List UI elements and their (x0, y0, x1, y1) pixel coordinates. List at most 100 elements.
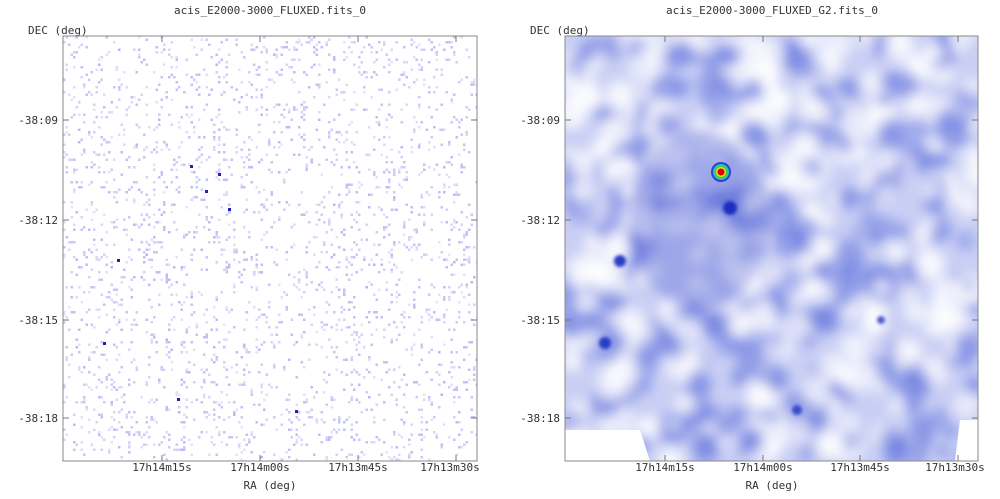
count-pixel (178, 406, 181, 409)
count-pixel (368, 356, 371, 359)
count-pixel (385, 168, 388, 171)
count-pixel (223, 126, 226, 129)
count-pixel (288, 428, 291, 431)
count-pixel (245, 106, 248, 109)
count-pixel (448, 143, 451, 146)
count-pixel (188, 361, 191, 364)
count-pixel (190, 401, 193, 404)
count-pixel (350, 333, 353, 336)
count-pixel (93, 151, 96, 154)
count-pixel (420, 456, 423, 459)
count-pixel (428, 61, 431, 64)
count-pixel (410, 151, 413, 154)
count-pixel (443, 258, 446, 261)
count-pixel (468, 203, 471, 206)
count-pixel (288, 411, 291, 414)
count-pixel (275, 48, 278, 51)
count-pixel (78, 113, 81, 116)
count-pixel (258, 211, 261, 214)
count-pixel (458, 411, 461, 414)
smoothed-blob (585, 261, 604, 280)
count-pixel (103, 93, 106, 96)
count-pixel (258, 131, 261, 134)
count-pixel (423, 393, 426, 396)
count-pixel (350, 41, 353, 44)
count-pixel (413, 298, 416, 301)
count-pixel (218, 113, 221, 116)
count-pixel (63, 91, 66, 94)
count-pixel (343, 291, 346, 294)
count-pixel (233, 98, 236, 101)
count-pixel (158, 271, 161, 274)
count-pixel (135, 431, 138, 434)
count-pixel (103, 438, 106, 441)
count-pixel (435, 86, 438, 89)
count-pixel (270, 193, 273, 196)
count-pixel (263, 36, 266, 39)
count-pixel (403, 71, 406, 74)
count-pixel (358, 66, 361, 69)
count-pixel (420, 66, 423, 69)
count-pixel (360, 73, 363, 76)
count-pixel (130, 323, 133, 326)
count-pixel (465, 381, 468, 384)
count-pixel (405, 103, 408, 106)
count-pixel (300, 296, 303, 299)
count-pixel (168, 231, 171, 234)
count-pixel (338, 246, 341, 249)
count-pixel (118, 411, 121, 414)
smoothed-blob (870, 215, 895, 241)
count-pixel (328, 96, 331, 99)
count-pixel (213, 306, 216, 309)
count-pixel (458, 241, 461, 244)
smoothed-blob (753, 38, 786, 70)
count-pixel (468, 108, 471, 111)
count-pixel (183, 421, 186, 424)
count-pixel (410, 423, 413, 426)
count-pixel (243, 343, 246, 346)
count-pixel (438, 351, 441, 354)
count-pixel (195, 226, 198, 229)
count-pixel (235, 133, 238, 136)
count-pixel (65, 236, 68, 239)
count-pixel (383, 418, 386, 421)
count-pixel (475, 383, 477, 386)
count-pixel (238, 443, 241, 446)
smoothed-blob (565, 281, 580, 311)
count-pixel (178, 411, 181, 414)
count-pixel (130, 278, 133, 281)
smoothed-blob (858, 166, 878, 185)
smoothed-blob (650, 72, 682, 104)
count-pixel (195, 88, 198, 91)
count-pixel (358, 373, 361, 376)
count-pixel (405, 171, 408, 174)
count-pixel (450, 46, 453, 49)
count-pixel (110, 441, 113, 444)
count-pixel (128, 446, 131, 449)
count-pixel (170, 56, 173, 59)
count-pixel (330, 398, 333, 401)
count-pixel (260, 386, 263, 389)
smoothed-blob (745, 380, 774, 409)
count-pixel (105, 256, 108, 259)
count-pixel (403, 166, 406, 169)
count-pixel (128, 411, 131, 414)
count-pixel (158, 381, 161, 384)
count-pixel (103, 401, 106, 404)
count-pixel (333, 148, 336, 151)
count-pixel (278, 201, 281, 204)
count-pixel (110, 261, 113, 264)
count-pixel (165, 281, 168, 284)
count-pixel (85, 263, 88, 266)
count-pixel (240, 426, 243, 429)
count-pixel (193, 418, 196, 421)
count-pixel (428, 318, 431, 321)
count-pixel (473, 373, 476, 376)
count-pixel (303, 138, 306, 141)
count-pixel-bright (228, 208, 231, 211)
count-pixel (160, 213, 163, 216)
count-pixel (293, 283, 296, 286)
count-pixel (225, 193, 228, 196)
smoothed-blob (781, 391, 809, 419)
count-pixel (240, 356, 243, 359)
